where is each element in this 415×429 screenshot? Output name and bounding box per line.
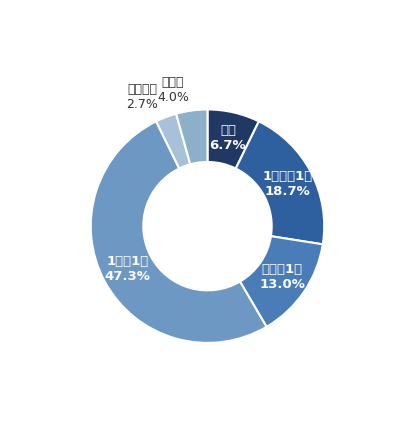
Text: 1学期に1度
18.7%: 1学期に1度 18.7%	[263, 170, 313, 199]
Text: 半年に1度
13.0%: 半年に1度 13.0%	[259, 263, 305, 291]
Wedge shape	[176, 109, 208, 164]
Wedge shape	[156, 114, 190, 169]
Text: 毎月
6.7%: 毎月 6.7%	[210, 124, 246, 152]
Wedge shape	[91, 121, 266, 343]
Text: それ以下
2.7%: それ以下 2.7%	[127, 84, 159, 112]
Text: 未実施
4.0%: 未実施 4.0%	[157, 76, 189, 104]
Wedge shape	[208, 109, 259, 169]
Text: 1年に1度
47.3%: 1年に1度 47.3%	[105, 255, 151, 283]
Wedge shape	[240, 236, 323, 327]
Wedge shape	[236, 121, 324, 245]
